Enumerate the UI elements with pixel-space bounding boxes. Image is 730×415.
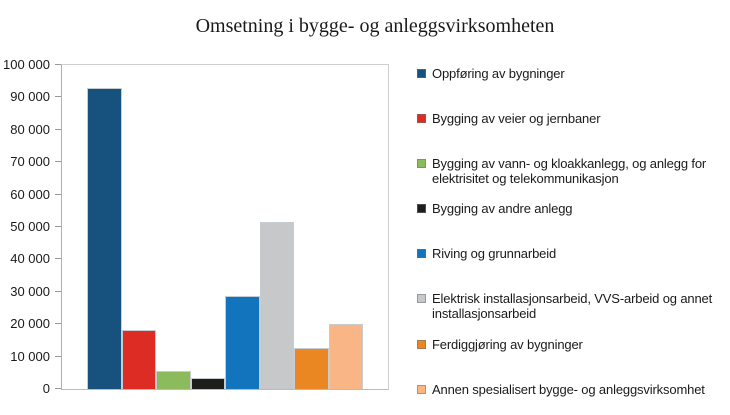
legend-swatch bbox=[417, 294, 426, 303]
bar bbox=[259, 221, 294, 389]
legend-item-label: Bygging av veier og jernbaner bbox=[432, 111, 601, 126]
legend-item: Elektrisk installasjonsarbeid, VVS-arbei… bbox=[417, 291, 730, 321]
y-tick-mark bbox=[55, 64, 61, 65]
y-tick-mark bbox=[55, 355, 61, 357]
y-tick-label: 40 000 bbox=[10, 251, 50, 267]
legend-item: Ferdiggjøring av bygninger bbox=[417, 337, 730, 352]
y-tick-mark bbox=[55, 226, 61, 227]
y-tick-label: 20 000 bbox=[10, 316, 50, 332]
bar bbox=[294, 348, 329, 389]
legend-item: Oppføring av bygninger bbox=[417, 66, 730, 81]
y-tick-mark bbox=[55, 388, 61, 389]
legend-item: Riving og grunnarbeid bbox=[417, 246, 730, 261]
bar bbox=[225, 295, 260, 389]
legend-item-label: Bygging av vann- og kloakkanlegg, og anl… bbox=[432, 156, 707, 186]
chart-title: Omsetning i bygge- og anleggsvirksomhete… bbox=[195, 15, 555, 37]
legend-item-label: Bygging av andre anlegg bbox=[432, 201, 573, 216]
legend-swatch bbox=[417, 69, 426, 78]
y-tick-label: 50 000 bbox=[10, 219, 50, 234]
bar bbox=[87, 88, 122, 389]
bar bbox=[328, 323, 363, 389]
bar bbox=[190, 377, 225, 389]
legend-swatch bbox=[417, 385, 426, 394]
y-tick-label: 100 000 bbox=[3, 57, 50, 72]
legend-item-label: Ferdiggjøring av bygninger bbox=[432, 337, 583, 352]
y-tick-mark bbox=[55, 96, 61, 98]
y-tick-label: 0 bbox=[42, 381, 50, 396]
y-tick-mark bbox=[55, 161, 61, 163]
bar bbox=[121, 329, 156, 389]
y-tick-label: 70 000 bbox=[10, 154, 50, 170]
legend-swatch bbox=[417, 340, 426, 349]
legend-swatch bbox=[417, 249, 426, 258]
legend-swatch bbox=[417, 114, 426, 123]
legend-item-label: Elektrisk installasjonsarbeid, VVS-arbei… bbox=[432, 291, 713, 321]
y-tick-label: 80 000 bbox=[10, 121, 50, 137]
legend-swatch bbox=[417, 159, 426, 168]
legend-item-label: Annen spesialisert bygge- og anleggsvirk… bbox=[432, 382, 705, 397]
legend-item-label: Riving og grunnarbeid bbox=[432, 246, 557, 261]
y-tick-mark bbox=[55, 258, 61, 260]
legend-swatch bbox=[417, 204, 426, 213]
y-tick-label: 10 000 bbox=[10, 348, 50, 364]
y-tick-mark bbox=[55, 290, 61, 292]
y-tick-mark bbox=[55, 128, 61, 130]
y-tick-label: 90 000 bbox=[10, 89, 50, 105]
bar bbox=[156, 371, 191, 389]
legend-item: Bygging av vann- og kloakkanlegg, og anl… bbox=[417, 156, 730, 186]
y-tick-label: 60 000 bbox=[10, 186, 50, 202]
y-tick-mark bbox=[55, 323, 61, 325]
y-tick-label: 30 000 bbox=[10, 283, 50, 299]
plot-area bbox=[61, 64, 389, 390]
legend-item-label: Oppføring av bygninger bbox=[432, 66, 565, 81]
legend-item: Annen spesialisert bygge- og anleggsvirk… bbox=[417, 382, 730, 397]
legend-item: Bygging av andre anlegg bbox=[417, 201, 730, 216]
legend-item: Bygging av veier og jernbaner bbox=[417, 111, 730, 126]
y-tick-mark bbox=[55, 193, 61, 195]
